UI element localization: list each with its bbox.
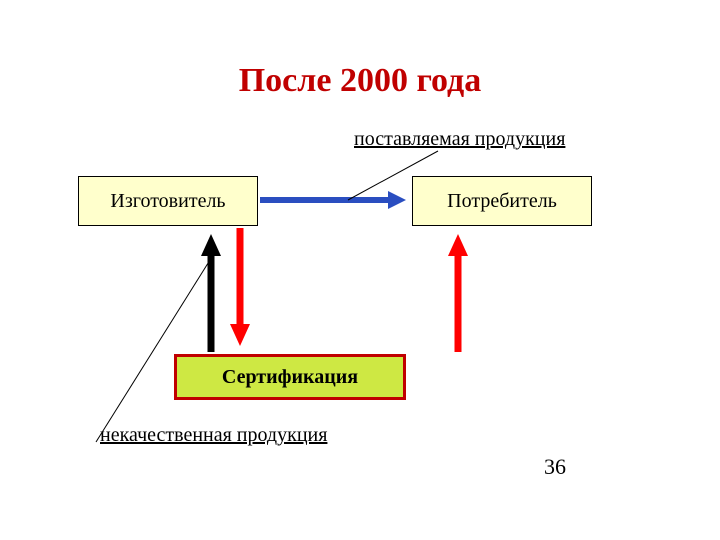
- arrow-main-blue: [260, 191, 406, 209]
- node-certification-label: Сертификация: [222, 366, 358, 389]
- page-title: После 2000 года: [0, 62, 720, 100]
- callout-lowquality: [96, 260, 210, 442]
- node-certification: Сертификация: [174, 354, 406, 400]
- label-supplied-product: поставляемая продукция: [354, 128, 565, 151]
- arrow-black-up: [201, 234, 221, 352]
- label-lowquality-product: некачественная продукция: [100, 424, 327, 447]
- node-consumer: Потребитель: [412, 176, 592, 226]
- arrow-red-up-right: [448, 234, 468, 352]
- node-manufacturer: Изготовитель: [78, 176, 258, 226]
- node-manufacturer-label: Изготовитель: [110, 190, 225, 213]
- page-number: 36: [544, 454, 566, 480]
- arrow-red-down: [230, 228, 250, 346]
- node-consumer-label: Потребитель: [447, 190, 557, 213]
